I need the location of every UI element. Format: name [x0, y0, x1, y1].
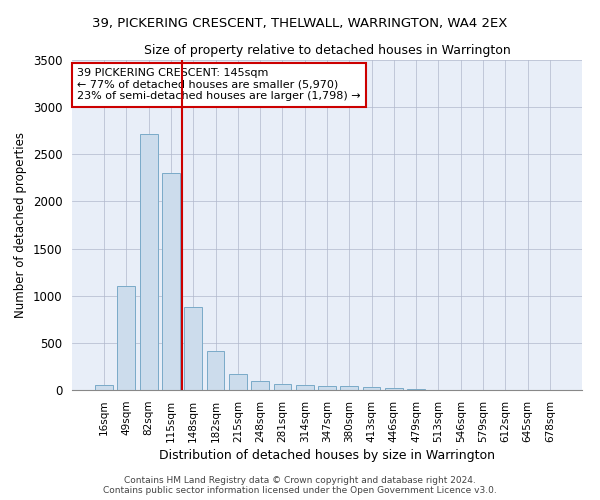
- Bar: [118, 286, 136, 390]
- Title: Size of property relative to detached houses in Warrington: Size of property relative to detached ho…: [143, 44, 511, 58]
- X-axis label: Distribution of detached houses by size in Warrington: Distribution of detached houses by size …: [159, 449, 495, 462]
- Bar: [407, 389, 425, 390]
- Text: 39 PICKERING CRESCENT: 145sqm
← 77% of detached houses are smaller (5,970)
23% o: 39 PICKERING CRESCENT: 145sqm ← 77% of d…: [77, 68, 361, 102]
- Bar: [251, 380, 269, 390]
- Y-axis label: Number of detached properties: Number of detached properties: [14, 132, 27, 318]
- Bar: [318, 386, 336, 390]
- Text: Contains HM Land Registry data © Crown copyright and database right 2024.
Contai: Contains HM Land Registry data © Crown c…: [103, 476, 497, 495]
- Bar: [229, 374, 247, 390]
- Bar: [140, 134, 158, 390]
- Bar: [385, 388, 403, 390]
- Bar: [274, 384, 292, 390]
- Bar: [296, 385, 314, 390]
- Bar: [206, 351, 224, 390]
- Bar: [184, 307, 202, 390]
- Bar: [340, 386, 358, 390]
- Bar: [95, 386, 113, 390]
- Bar: [362, 387, 380, 390]
- Bar: [162, 173, 180, 390]
- Text: 39, PICKERING CRESCENT, THELWALL, WARRINGTON, WA4 2EX: 39, PICKERING CRESCENT, THELWALL, WARRIN…: [92, 18, 508, 30]
